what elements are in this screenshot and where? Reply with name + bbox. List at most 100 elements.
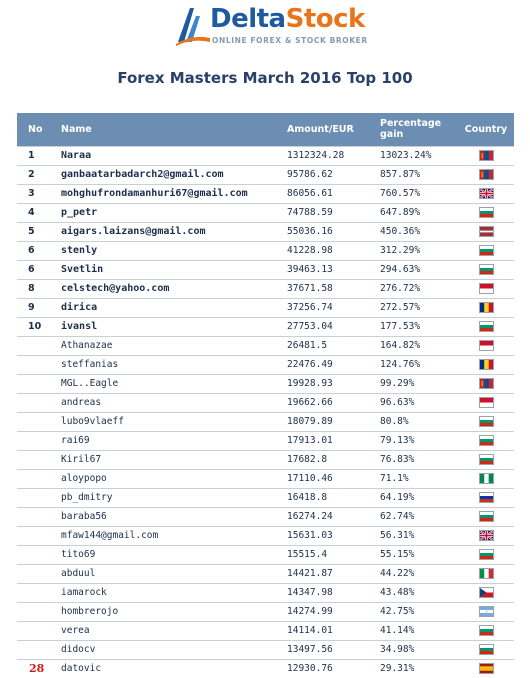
country-cell — [458, 430, 514, 450]
trader-name: tito69 — [55, 544, 281, 564]
indonesia-flag-icon — [478, 397, 494, 408]
percentage-gain: 29.31% — [374, 658, 458, 678]
table-row: rai69 17913.01 79.13% — [17, 430, 514, 450]
column-header-amount: Amount/EUR — [281, 113, 374, 146]
amount-eur: 14114.01 — [281, 620, 374, 640]
rank-number — [17, 411, 55, 431]
percentage-gain: 857.87% — [374, 164, 458, 184]
amount-eur: 17682.8 — [281, 449, 374, 469]
trader-name: Svetlin — [55, 259, 281, 279]
amount-eur: 13497.56 — [281, 639, 374, 659]
indonesia-flag-icon — [478, 340, 494, 351]
country-cell — [458, 639, 514, 659]
trader-name: dirica — [55, 297, 281, 317]
trader-name: mfaw144@gmail.com — [55, 525, 281, 545]
rank-number: 3 — [17, 183, 55, 203]
percentage-gain: 71.1% — [374, 468, 458, 488]
table-row: MGL..Eagle 19928.93 99.29% — [17, 373, 514, 393]
amount-eur: 12930.76 — [281, 658, 374, 678]
amount-eur: 37671.58 — [281, 278, 374, 298]
rank-number — [17, 506, 55, 526]
country-cell — [458, 601, 514, 621]
rank-number — [17, 487, 55, 507]
amount-eur: 19928.93 — [281, 373, 374, 393]
rank-number — [17, 468, 55, 488]
country-cell — [458, 392, 514, 412]
rank-number — [17, 449, 55, 469]
percentage-gain: 760.57% — [374, 183, 458, 203]
amount-eur: 41228.98 — [281, 240, 374, 260]
trader-name: celstech@yahoo.com — [55, 278, 281, 298]
table-row: 5 aigars.laizans@gmail.com 55036.16 450.36% — [17, 221, 514, 241]
rank-number — [17, 620, 55, 640]
country-cell — [458, 221, 514, 241]
rank-number — [17, 639, 55, 659]
column-header-country: Country — [458, 113, 514, 146]
russia-flag-icon — [478, 492, 494, 503]
table-row: steffanias 22476.49 124.76% — [17, 354, 514, 374]
table-row: verea 14114.01 41.14% — [17, 620, 514, 640]
trader-name: didocv — [55, 639, 281, 659]
country-cell — [458, 316, 514, 336]
rank-number — [17, 601, 55, 621]
percentage-gain: 62.74% — [374, 506, 458, 526]
percentage-gain: 41.14% — [374, 620, 458, 640]
rank-number — [17, 563, 55, 583]
percentage-gain: 44.22% — [374, 563, 458, 583]
percentage-gain: 276.72% — [374, 278, 458, 298]
country-cell — [458, 164, 514, 184]
rank-number: 9 — [17, 297, 55, 317]
country-cell — [458, 525, 514, 545]
country-cell — [458, 202, 514, 222]
trader-name: rai69 — [55, 430, 281, 450]
table-row: mfaw144@gmail.com 15631.03 56.31% — [17, 525, 514, 545]
deltastock-logo[interactable]: DeltaStock ONLINE FOREX & STOCK BROKER — [172, 4, 372, 50]
percentage-gain: 55.15% — [374, 544, 458, 564]
uk-flag-icon — [478, 530, 494, 541]
amount-eur: 27753.04 — [281, 316, 374, 336]
amount-eur: 95786.62 — [281, 164, 374, 184]
country-cell — [458, 487, 514, 507]
country-cell — [458, 145, 514, 165]
trader-name: MGL..Eagle — [55, 373, 281, 393]
percentage-gain: 177.53% — [374, 316, 458, 336]
bulgaria-flag-icon — [478, 511, 494, 522]
table-row: didocv 13497.56 34.98% — [17, 639, 514, 659]
table-row: hombrerojo 14274.99 42.75% — [17, 601, 514, 621]
italy-flag-icon — [478, 568, 494, 579]
country-cell — [458, 506, 514, 526]
amount-eur: 37256.74 — [281, 297, 374, 317]
bulgaria-flag-icon — [478, 644, 494, 655]
trader-name: stenly — [55, 240, 281, 260]
trader-name: pb_dmitry — [55, 487, 281, 507]
trader-name: baraba56 — [55, 506, 281, 526]
rank-number: 5 — [17, 221, 55, 241]
percentage-gain: 42.75% — [374, 601, 458, 621]
brand-name-part2: Stock — [285, 4, 366, 34]
trader-name: ivansl — [55, 316, 281, 336]
trader-name: andreas — [55, 392, 281, 412]
table-row: andreas 19662.66 96.63% — [17, 392, 514, 412]
brand-name: DeltaStock — [210, 4, 365, 34]
rank-number: 8 — [17, 278, 55, 298]
country-cell — [458, 620, 514, 640]
deltastock-logo-icon — [176, 8, 210, 46]
rank-number — [17, 335, 55, 355]
table-header-row: No Name Amount/EUR Percentage gain Count… — [17, 113, 514, 146]
country-cell — [458, 468, 514, 488]
rank-number — [17, 582, 55, 602]
rank-number: 6 — [17, 240, 55, 260]
trader-name: p_petr — [55, 202, 281, 222]
amount-eur: 22476.49 — [281, 354, 374, 374]
amount-eur: 39463.13 — [281, 259, 374, 279]
mongolia-flag-icon — [478, 150, 494, 161]
rank-number: 4 — [17, 202, 55, 222]
trader-name: aloypopo — [55, 468, 281, 488]
table-row: 1 Naraa 1312324.28 13023.24% — [17, 145, 514, 165]
amount-eur: 18079.89 — [281, 411, 374, 431]
table-row: 28 datovic 12930.76 29.31% — [17, 658, 514, 678]
country-cell — [458, 259, 514, 279]
bulgaria-flag-icon — [478, 435, 494, 446]
bulgaria-flag-icon — [478, 454, 494, 465]
mongolia-flag-icon — [478, 378, 494, 389]
